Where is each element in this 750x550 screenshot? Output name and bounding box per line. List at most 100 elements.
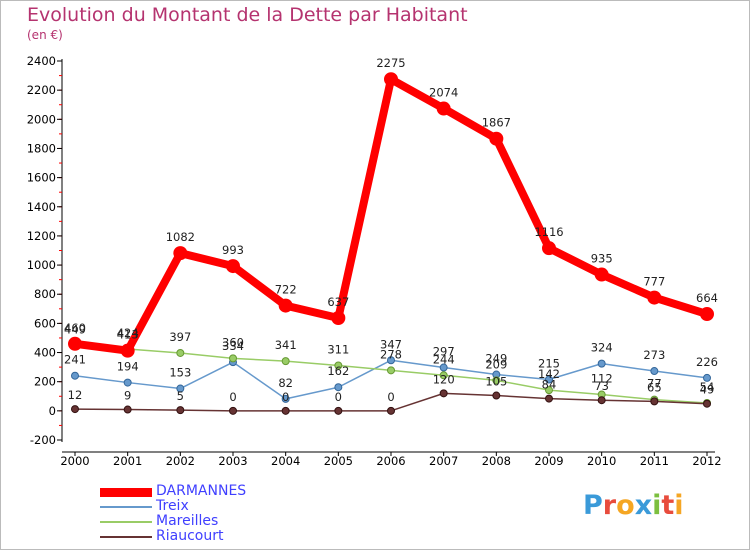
data-point bbox=[226, 259, 240, 274]
data-point bbox=[489, 131, 504, 146]
data-label: 273 bbox=[643, 348, 665, 362]
data-point bbox=[650, 367, 659, 376]
data-point bbox=[123, 405, 132, 414]
data-label: 722 bbox=[275, 283, 297, 297]
data-point bbox=[436, 101, 451, 116]
data-point bbox=[173, 246, 188, 261]
data-label: 449 bbox=[64, 322, 86, 336]
data-point bbox=[597, 396, 606, 405]
data-label: 935 bbox=[591, 252, 613, 266]
data-label: 360 bbox=[222, 335, 244, 349]
data-label: 120 bbox=[433, 372, 455, 386]
data-point bbox=[71, 371, 79, 380]
y-tick-label: 800 bbox=[34, 287, 56, 301]
legend-label: Riaucourt bbox=[156, 528, 224, 544]
y-tick-label: 600 bbox=[34, 316, 56, 330]
data-label: 215 bbox=[538, 357, 560, 371]
logo-letter: i bbox=[652, 490, 662, 521]
data-point bbox=[176, 406, 185, 415]
data-point bbox=[597, 359, 606, 368]
data-label: 84 bbox=[542, 378, 557, 392]
legend-item: Riaucourt bbox=[100, 528, 300, 544]
data-label: 65 bbox=[647, 380, 662, 394]
data-label: 297 bbox=[433, 345, 455, 359]
data-label: 73 bbox=[594, 379, 609, 393]
legend-label: Mareilles bbox=[156, 513, 219, 529]
data-point bbox=[384, 72, 398, 87]
y-tick-label: 200 bbox=[34, 375, 56, 389]
data-label: 424 bbox=[117, 326, 139, 340]
data-label: 2275 bbox=[376, 56, 405, 70]
chart-title: Evolution du Montant de la Dette par Hab… bbox=[27, 4, 468, 26]
data-point bbox=[120, 343, 135, 358]
proxiti-logo: Proxiti bbox=[583, 490, 684, 521]
legend-swatch bbox=[100, 521, 152, 523]
data-point bbox=[439, 363, 448, 372]
logo-letter: P bbox=[583, 490, 603, 521]
y-tick-label: 1400 bbox=[27, 200, 56, 214]
chart-legend: DARMANNES Treix Mareilles Riaucourt bbox=[100, 483, 300, 544]
data-point bbox=[594, 267, 609, 282]
data-point bbox=[492, 376, 501, 385]
data-point bbox=[545, 394, 553, 403]
data-label: 278 bbox=[380, 347, 402, 361]
y-tick-label: 2000 bbox=[27, 112, 56, 126]
data-label: 209 bbox=[485, 357, 507, 371]
data-point bbox=[68, 336, 82, 351]
data-label: 241 bbox=[64, 353, 86, 367]
data-label: 49 bbox=[700, 383, 715, 397]
data-label: 2074 bbox=[429, 86, 458, 100]
data-label: 460 bbox=[64, 321, 86, 335]
y-tick-label: 1800 bbox=[27, 141, 56, 155]
data-label: 777 bbox=[643, 275, 665, 289]
legend-item: Treix bbox=[100, 498, 300, 514]
data-label: 993 bbox=[222, 243, 244, 257]
y-tick-label: 1600 bbox=[27, 171, 56, 185]
x-tick-label: 2009 bbox=[534, 454, 563, 468]
data-point bbox=[647, 290, 662, 305]
data-label: 341 bbox=[275, 338, 297, 352]
data-label: 0 bbox=[387, 390, 394, 404]
data-point bbox=[176, 384, 185, 393]
legend-label: Treix bbox=[156, 498, 189, 514]
data-point bbox=[700, 307, 714, 322]
data-label: 413 bbox=[117, 328, 139, 342]
y-tick-label: 2400 bbox=[27, 54, 56, 68]
legend-swatch bbox=[100, 487, 152, 497]
data-label: 1082 bbox=[166, 230, 195, 244]
x-tick-label: 2006 bbox=[376, 454, 405, 468]
data-point bbox=[387, 366, 395, 375]
logo-letter: o bbox=[616, 490, 635, 521]
data-label: 105 bbox=[485, 375, 507, 389]
legend-swatch bbox=[100, 506, 152, 508]
x-tick-label: 2007 bbox=[429, 454, 458, 468]
data-label: 142 bbox=[538, 367, 560, 381]
data-point bbox=[281, 357, 290, 366]
x-tick-label: 2011 bbox=[640, 454, 669, 468]
data-label: 0 bbox=[282, 390, 289, 404]
data-label: 249 bbox=[485, 352, 507, 366]
x-tick-label: 2005 bbox=[324, 454, 353, 468]
logo-letter: i bbox=[674, 490, 684, 521]
data-point bbox=[281, 394, 290, 403]
x-tick-label: 2000 bbox=[60, 454, 89, 468]
y-tick-label: 400 bbox=[34, 346, 56, 360]
x-tick-label: 2012 bbox=[692, 454, 721, 468]
x-tick-label: 2010 bbox=[587, 454, 616, 468]
data-label: 664 bbox=[696, 291, 718, 305]
data-point bbox=[439, 389, 448, 398]
data-point bbox=[229, 406, 237, 415]
data-point bbox=[278, 298, 293, 313]
data-point bbox=[123, 378, 132, 387]
data-label: 1867 bbox=[482, 116, 511, 130]
data-label: 9 bbox=[124, 389, 131, 403]
x-tick-label: 2008 bbox=[482, 454, 511, 468]
series-riaucourt bbox=[71, 389, 711, 415]
data-label: 311 bbox=[327, 343, 349, 357]
data-point bbox=[545, 386, 553, 395]
x-tick-label: 2004 bbox=[271, 454, 300, 468]
y-tick-label: -200 bbox=[30, 433, 56, 447]
series-darmannes bbox=[68, 72, 714, 358]
